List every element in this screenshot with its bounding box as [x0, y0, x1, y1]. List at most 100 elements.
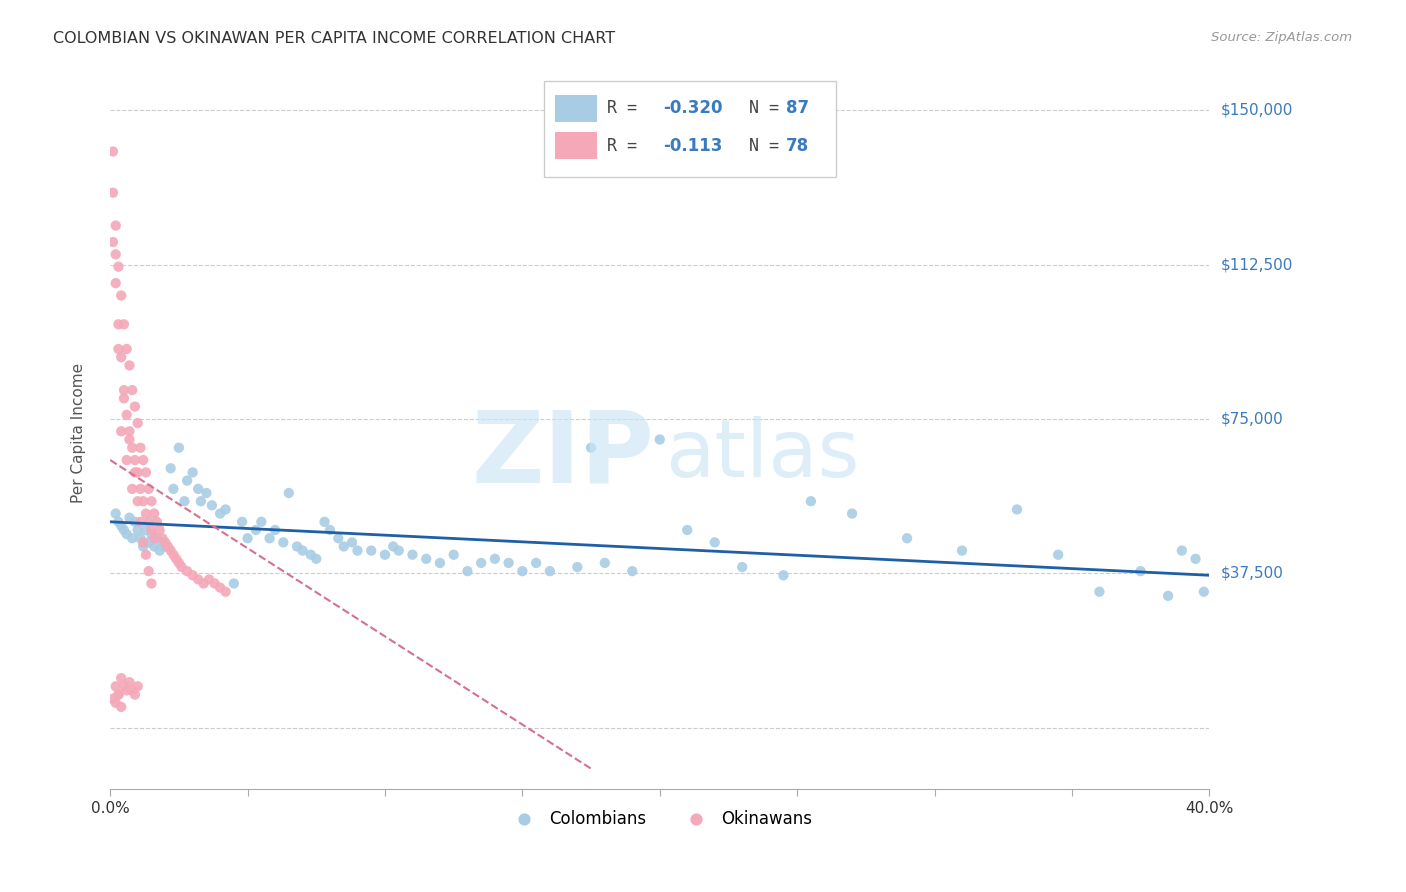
Point [209, 581, 232, 595]
Point [124, 688, 146, 702]
Point [443, 548, 465, 562]
Point [101, 691, 124, 706]
Point [143, 531, 166, 545]
Point [132, 535, 155, 549]
Point [264, 523, 287, 537]
Point [340, 535, 363, 549]
Point [1005, 502, 1028, 516]
Point [153, 535, 176, 549]
Point [101, 145, 124, 159]
Point [201, 499, 224, 513]
Point [141, 494, 163, 508]
Point [110, 424, 132, 438]
Point [107, 318, 129, 332]
Point [800, 494, 823, 508]
Point [162, 548, 184, 562]
Text: N =: N = [728, 99, 789, 117]
Point [579, 441, 602, 455]
Text: $37,500: $37,500 [1220, 566, 1284, 581]
Point [524, 556, 547, 570]
Point [101, 186, 124, 200]
Point [135, 548, 157, 562]
Point [159, 543, 181, 558]
Point [187, 482, 209, 496]
Point [115, 342, 138, 356]
Point [127, 494, 149, 508]
Point [138, 535, 160, 549]
Point [110, 519, 132, 533]
Point [143, 507, 166, 521]
Point [165, 551, 187, 566]
Point [129, 531, 152, 545]
Point [1171, 543, 1194, 558]
Text: COLOMBIAN VS OKINAWAN PER CAPITA INCOME CORRELATION CHART: COLOMBIAN VS OKINAWAN PER CAPITA INCOME … [53, 31, 616, 46]
Point [319, 523, 342, 537]
Point [841, 507, 863, 521]
Point [328, 531, 350, 545]
Point [401, 548, 423, 562]
Point [173, 494, 195, 508]
Point [415, 551, 437, 566]
Point [107, 688, 129, 702]
Point [135, 507, 157, 521]
Point [104, 219, 127, 233]
Point [143, 540, 166, 554]
Point [314, 515, 336, 529]
Point [176, 474, 198, 488]
Point [333, 540, 356, 554]
Point [146, 531, 169, 545]
Point [896, 531, 918, 545]
Point [127, 523, 149, 537]
Point [1129, 564, 1152, 578]
Point [121, 531, 143, 545]
Point [110, 671, 132, 685]
Point [132, 494, 155, 508]
Point [112, 383, 135, 397]
Point [124, 400, 146, 414]
Point [621, 564, 644, 578]
Text: -0.320: -0.320 [664, 99, 723, 117]
Point [115, 683, 138, 698]
Point [121, 441, 143, 455]
Point [129, 515, 152, 529]
Point [484, 551, 506, 566]
Point [193, 576, 215, 591]
Point [118, 433, 141, 447]
Point [101, 235, 124, 249]
Point [107, 688, 129, 702]
Point [187, 573, 209, 587]
FancyBboxPatch shape [544, 81, 835, 178]
Point [118, 359, 141, 373]
Point [112, 679, 135, 693]
Point [152, 531, 174, 545]
Point [167, 556, 190, 570]
Point [703, 535, 725, 549]
Point [181, 568, 204, 582]
Point [138, 482, 160, 496]
Point [104, 696, 127, 710]
Point [115, 453, 138, 467]
Point [141, 576, 163, 591]
Point [146, 515, 169, 529]
Point [245, 523, 267, 537]
Point [1157, 589, 1180, 603]
Point [176, 564, 198, 578]
Point [112, 523, 135, 537]
Point [162, 482, 184, 496]
Point [141, 527, 163, 541]
Point [567, 560, 589, 574]
Point [152, 535, 174, 549]
Point [291, 543, 314, 558]
Point [222, 576, 245, 591]
Point [132, 540, 155, 554]
Point [159, 461, 181, 475]
Point [204, 576, 226, 591]
Legend: Colombians, Okinawans: Colombians, Okinawans [501, 803, 818, 834]
FancyBboxPatch shape [555, 132, 598, 160]
Text: $112,500: $112,500 [1220, 257, 1292, 272]
Point [118, 424, 141, 438]
Point [138, 564, 160, 578]
Point [121, 482, 143, 496]
Point [107, 515, 129, 529]
Text: R =: R = [607, 136, 657, 155]
